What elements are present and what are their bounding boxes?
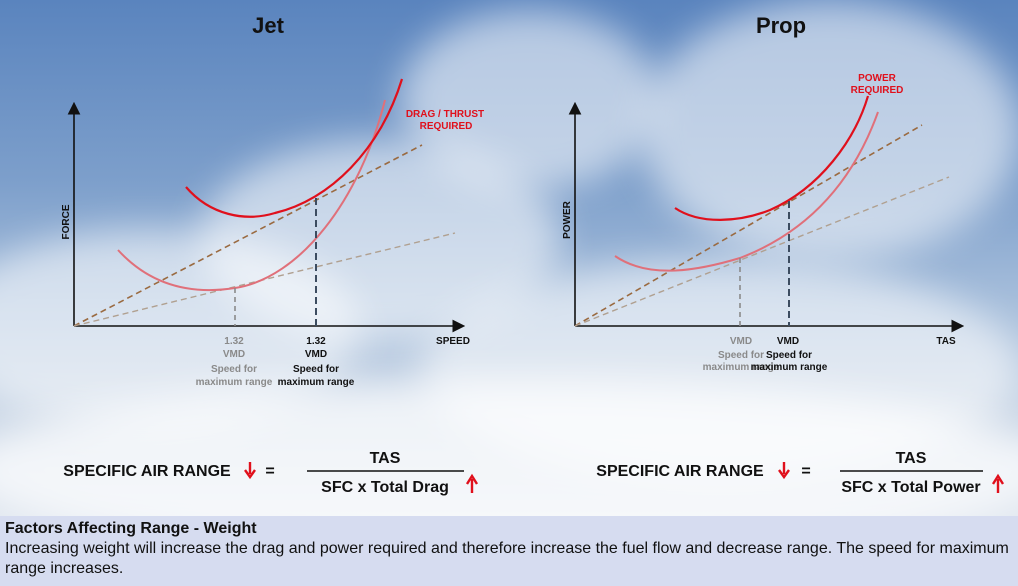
prop-grey-label-2: Speed for <box>718 350 764 361</box>
prop-power-up-arrow <box>991 473 1005 493</box>
jet-curve-light <box>117 99 386 292</box>
jet-tangent-light <box>73 232 456 327</box>
jet-tangent-heavy <box>73 144 423 327</box>
prop-dark-label-2: Speed for <box>766 350 812 361</box>
jet-grey-label-1: 1.32 <box>224 336 244 347</box>
prop-dark-label-3: maximum range <box>751 362 828 373</box>
caption-body: Increasing weight will increase the drag… <box>5 540 1009 577</box>
range-diagram: Jet FORCE SPEED DRAG / THRUST REQUIRED 1… <box>61 13 1005 496</box>
jet-grey-label-2: VMD <box>223 349 245 360</box>
jet-formula-left: SPECIFIC AIR RANGE <box>63 463 231 480</box>
jet-dark-label-4: maximum range <box>278 377 355 388</box>
prop-formula-numerator: TAS <box>896 450 927 467</box>
prop-tangent-light <box>574 176 950 327</box>
jet-formula-denominator: SFC x Total Drag <box>321 479 449 496</box>
prop-formula-denominator: SFC x Total Power <box>841 479 980 496</box>
prop-x-axis-label: TAS <box>936 336 956 347</box>
caption-title: Factors Affecting Range - Weight <box>5 520 257 537</box>
jet-curve-label-1: DRAG / THRUST <box>406 109 484 120</box>
jet-x-axis-label: SPEED <box>436 336 470 347</box>
jet-formula-numerator: TAS <box>370 450 401 467</box>
prop-title: Prop <box>756 13 806 38</box>
jet-curve-heavy <box>185 78 404 218</box>
caption-panel: Factors Affecting Range - Weight Increas… <box>0 516 1018 586</box>
prop-dark-label-1: VMD <box>777 336 799 347</box>
jet-y-axis-label: FORCE <box>61 204 72 239</box>
prop-range-down-arrow <box>778 462 790 480</box>
jet-drag-up-arrow <box>465 473 479 493</box>
jet-title: Jet <box>252 13 284 38</box>
jet-grey-label-3: Speed for <box>211 364 257 375</box>
prop-curve-light <box>614 111 879 272</box>
prop-formula-equals: = <box>801 463 810 480</box>
prop-curve-label-1: POWER <box>858 73 897 84</box>
prop-grey-label-1: VMD <box>730 336 752 347</box>
prop-y-axis-label: POWER <box>562 200 573 239</box>
jet-dark-label-2: VMD <box>305 349 327 360</box>
jet-dark-label-1: 1.32 <box>306 336 326 347</box>
jet-dark-label-3: Speed for <box>293 364 339 375</box>
prop-curve-heavy <box>674 95 870 221</box>
jet-curve-label-2: REQUIRED <box>420 121 473 132</box>
prop-curve-label-2: REQUIRED <box>851 85 904 96</box>
prop-formula-left: SPECIFIC AIR RANGE <box>596 463 764 480</box>
jet-range-down-arrow <box>244 462 256 480</box>
sky-background <box>0 0 1018 516</box>
prop-tangent-heavy <box>574 124 923 327</box>
jet-grey-label-4: maximum range <box>196 377 273 388</box>
prop-grey-label-3: maximum range <box>703 362 780 373</box>
jet-formula-equals: = <box>265 463 274 480</box>
